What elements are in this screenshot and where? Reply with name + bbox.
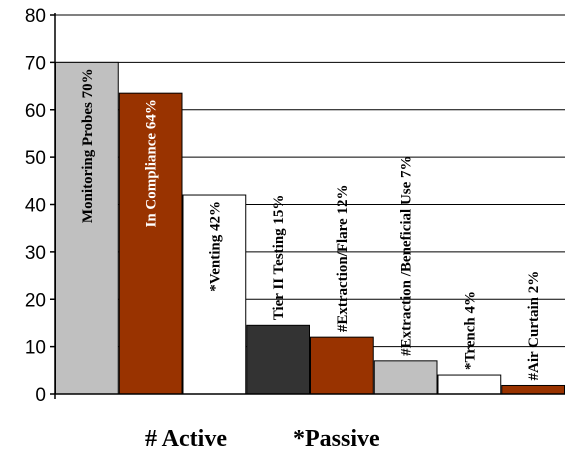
bar [437,374,502,395]
y-tick-label: 40 [25,196,46,217]
y-tick-label: 20 [25,290,46,311]
bar [246,324,310,395]
bar [373,360,438,395]
y-tick-label: 50 [25,148,46,169]
y-tick-labels: 0 10 20 30 40 50 60 70 80 [25,6,46,406]
bar [501,384,565,395]
bar [118,92,183,395]
bar-label: #Extraction /Beneficial Use 7% [399,155,415,355]
y-tick-label: 70 [25,53,46,74]
bar-label: In Compliance 64% [144,99,160,227]
axes [50,13,565,399]
caption-active: # Active [145,426,227,452]
bars [55,61,565,395]
bar-labels: Monitoring Probes 70% In Compliance 64% *V… [80,68,542,380]
bar [182,194,247,395]
y-tick-label: 80 [25,6,46,27]
bar-label: #Air Curtain 2% [526,271,542,381]
bar-label: #Extraction/Flare 12% [335,185,351,333]
y-tick-label: 10 [25,338,46,359]
y-tick-label: 0 [35,385,46,406]
bar-label: *Trench 4% [462,291,478,370]
y-tick-label: 30 [25,243,46,264]
bar [310,336,374,395]
bar-label: *Venting 42% [207,201,223,292]
caption-passive: *Passive [293,426,380,452]
bar-label: Tier II Testing 15% [271,195,287,321]
y-tick-label: 60 [25,101,46,122]
bar-label: Monitoring Probes 70% [80,68,96,223]
